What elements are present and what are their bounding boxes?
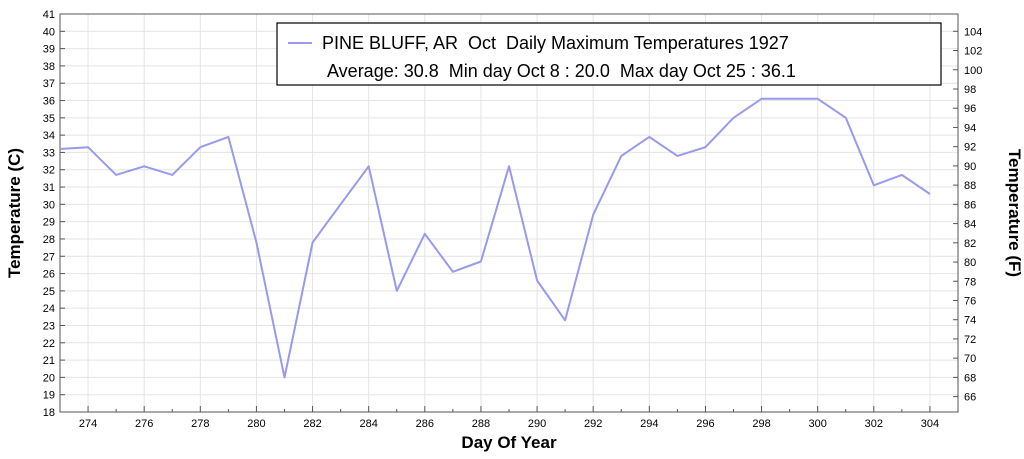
x-tick-label: 296 [696,418,714,430]
y-tick-label: 34 [43,130,55,142]
y-right-tick-label: 70 [964,353,976,365]
y-tick-label: 18 [43,407,55,419]
y-tick-label: 25 [43,286,55,298]
y-right-tick-label: 84 [964,219,976,231]
x-tick-label: 302 [865,418,883,430]
y-right-tick-label: 90 [964,161,976,173]
y-right-tick-label: 86 [964,199,976,211]
y-right-tick-label: 102 [964,46,982,58]
y-right-tick-label: 98 [964,84,976,96]
x-tick-label: 290 [528,418,546,430]
y-tick-label: 36 [43,96,55,108]
y-tick-label: 40 [43,26,55,38]
y-tick-label: 39 [43,44,55,56]
y-right-tick-label: 80 [964,257,976,269]
y-tick-label: 32 [43,165,55,177]
y-axis-title-right: Temperature (F) [1005,149,1024,277]
y-right-tick-label: 72 [964,334,976,346]
y-tick-label: 30 [43,199,55,211]
y-right-tick-label: 96 [964,103,976,115]
y-tick-label: 38 [43,61,55,73]
x-tick-label: 274 [79,418,97,430]
y-right-tick-label: 82 [964,238,976,250]
y-tick-label: 29 [43,217,55,229]
y-tick-label: 31 [43,182,55,194]
x-tick-label: 278 [191,418,209,430]
y-tick-label: 26 [43,269,55,281]
y-tick-label: 35 [43,113,55,125]
y-tick-label: 20 [43,372,55,384]
x-tick-label: 280 [247,418,265,430]
legend-title: PINE BLUFF, AR Oct Daily Maximum Tempera… [322,33,789,53]
y-axis-title: Temperature (C) [5,148,24,278]
y-tick-label: 27 [43,251,55,263]
y-right-tick-label: 66 [964,392,976,404]
y-right-tick-label: 92 [964,142,976,154]
y-right-tick-label: 94 [964,122,976,134]
x-axis-title: Day Of Year [461,433,557,452]
y-tick-label: 28 [43,234,55,246]
x-tick-label: 300 [809,418,827,430]
y-tick-label: 21 [43,355,55,367]
y-tick-label: 33 [43,147,55,159]
x-tick-label: 298 [752,418,770,430]
y-tick-label: 22 [43,338,55,350]
y-right-tick-label: 100 [964,65,982,77]
y-tick-label: 24 [43,303,55,315]
y-tick-label: 41 [43,9,55,21]
y-right-tick-label: 88 [964,180,976,192]
axes: 274 276 278 280 282 284 286 288 290 292 294 296 298 3… [43,9,983,430]
x-tick-label: 276 [135,418,153,430]
x-tick-label: 282 [303,418,321,430]
x-tick-label: 288 [472,418,490,430]
y-right-tick-label: 104 [964,26,982,38]
legend-box [276,22,942,86]
y-tick-label: 23 [43,320,55,332]
y-tick-label: 37 [43,78,55,90]
y-right-tick-label: 74 [964,315,976,327]
x-tick-label: 286 [416,418,434,430]
y-right-tick-label: 68 [964,372,976,384]
y-right-tick-label: 76 [964,295,976,307]
legend: PINE BLUFF, AR Oct Daily Maximum Tempera… [276,22,942,86]
x-tick-label: 294 [640,418,658,430]
y-right-tick-label: 78 [964,276,976,288]
x-tick-label: 304 [921,418,939,430]
x-tick-label: 284 [360,418,378,430]
x-tick-label: 292 [584,418,602,430]
series-line [59,97,931,379]
y-tick-label: 19 [43,390,55,402]
legend-subtitle: Average: 30.8 Min day Oct 8 : 20.0 Max d… [327,61,796,81]
